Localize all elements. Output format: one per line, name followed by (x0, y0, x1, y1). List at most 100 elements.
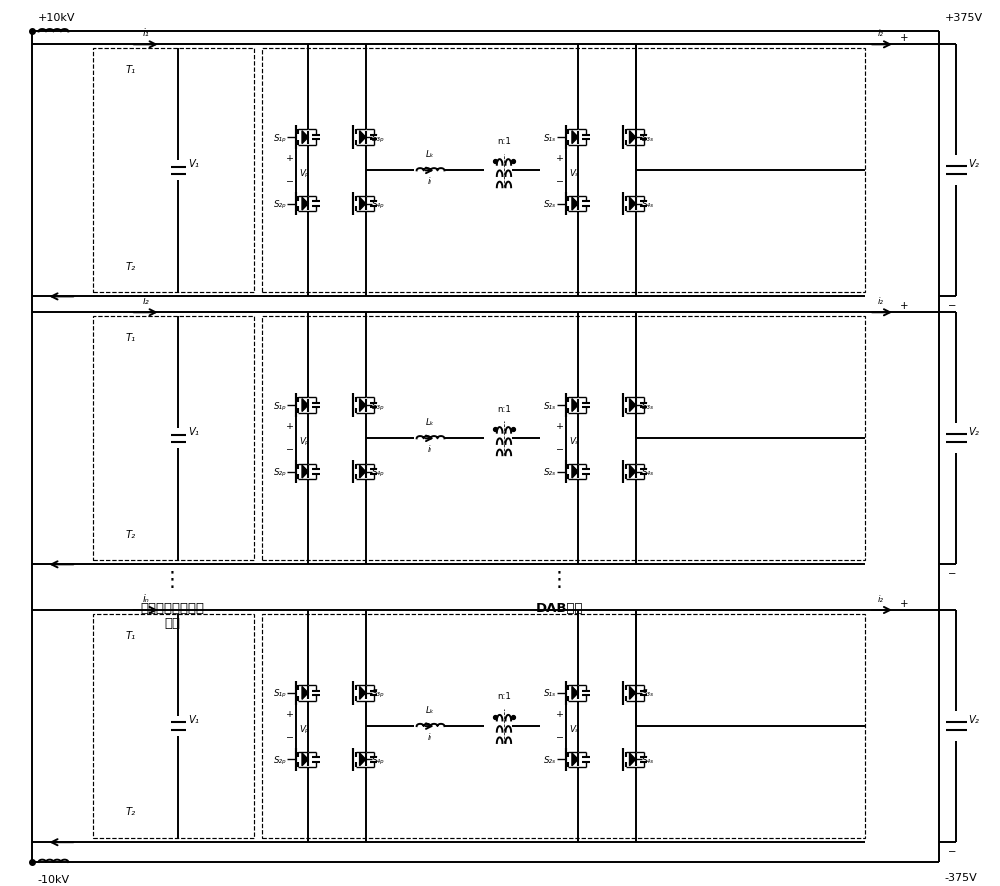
Text: +: + (900, 301, 909, 311)
Text: S₂ₚ: S₂ₚ (274, 755, 286, 764)
Text: n:1: n:1 (497, 404, 511, 413)
Polygon shape (360, 131, 366, 144)
Text: +: + (556, 710, 564, 719)
Polygon shape (360, 753, 366, 766)
Text: iₗ: iₗ (428, 732, 431, 742)
Text: Lₖ: Lₖ (426, 151, 435, 159)
Text: +: + (556, 422, 564, 431)
Text: Lₖ: Lₖ (426, 418, 435, 427)
Text: Vₛ: Vₛ (570, 724, 579, 734)
Text: iₙ: iₙ (142, 594, 149, 603)
Text: S₄ₚ: S₄ₚ (372, 755, 385, 764)
Polygon shape (302, 131, 308, 144)
Text: S₄ₛ: S₄ₛ (642, 200, 655, 209)
Text: n:1: n:1 (497, 692, 511, 701)
Polygon shape (302, 400, 308, 412)
Text: −: − (556, 731, 564, 740)
Text: V₁: V₁ (188, 159, 199, 169)
Text: n:1: n:1 (497, 136, 511, 145)
Text: +: + (286, 710, 294, 719)
Text: S₃ₚ: S₃ₚ (372, 134, 385, 143)
Polygon shape (302, 753, 308, 766)
Polygon shape (630, 131, 636, 144)
Text: S₄ₚ: S₄ₚ (372, 468, 385, 477)
Text: DAB模块: DAB模块 (536, 602, 583, 614)
Text: T₂: T₂ (126, 261, 136, 271)
Text: S₂ₛ: S₂ₛ (544, 200, 556, 209)
Text: −: − (948, 846, 957, 856)
Polygon shape (630, 753, 636, 766)
Bar (262, 614, 865, 838)
Text: S₃ₚ: S₃ₚ (372, 688, 385, 697)
Polygon shape (360, 198, 366, 211)
Text: S₁ₚ: S₁ₚ (274, 401, 286, 410)
Text: -375V: -375V (945, 872, 977, 882)
Text: −: − (286, 176, 294, 185)
Text: S₁ₛ: S₁ₛ (544, 134, 556, 143)
Polygon shape (360, 465, 366, 478)
Text: Lₖ: Lₖ (426, 705, 435, 714)
Text: −: − (286, 731, 294, 740)
Text: i₁: i₁ (142, 28, 149, 38)
Text: T₁: T₁ (126, 333, 136, 343)
Text: Vₛ: Vₛ (570, 169, 579, 178)
Polygon shape (360, 687, 366, 700)
Polygon shape (572, 400, 578, 412)
Text: −: − (556, 444, 564, 453)
Bar (262, 317, 865, 561)
Text: +375V: +375V (945, 12, 983, 22)
Text: iₗ: iₗ (428, 445, 431, 454)
Text: Vₛ: Vₛ (570, 437, 579, 446)
Text: Vₚ: Vₚ (300, 437, 310, 446)
Text: V₂: V₂ (968, 714, 979, 725)
Polygon shape (572, 465, 578, 478)
Text: −: − (556, 176, 564, 185)
Text: −: − (286, 444, 294, 453)
Text: i₂: i₂ (878, 29, 884, 38)
Text: 双开关电容串联式
模块: 双开关电容串联式 模块 (141, 602, 205, 629)
Text: i₂: i₂ (142, 296, 149, 306)
Text: +: + (286, 422, 294, 431)
Text: −: − (948, 301, 957, 311)
Text: +: + (286, 154, 294, 163)
Text: -10kV: -10kV (38, 874, 70, 884)
Polygon shape (630, 400, 636, 412)
Polygon shape (360, 400, 366, 412)
Text: S₄ₛ: S₄ₛ (642, 468, 655, 477)
Polygon shape (572, 198, 578, 211)
Text: +10kV: +10kV (38, 12, 75, 22)
Text: S₂ₛ: S₂ₛ (544, 468, 556, 477)
Text: i₂: i₂ (878, 595, 884, 603)
Text: S₁ₚ: S₁ₚ (274, 688, 286, 697)
Text: ⋮: ⋮ (162, 570, 183, 589)
Text: S₂ₚ: S₂ₚ (274, 468, 286, 477)
Bar (93, 50, 254, 293)
Text: −: − (948, 569, 957, 579)
Polygon shape (572, 687, 578, 700)
Text: +: + (900, 34, 909, 43)
Text: T₂: T₂ (126, 806, 136, 817)
Polygon shape (630, 687, 636, 700)
Text: S₂ₛ: S₂ₛ (544, 755, 556, 764)
Bar (262, 50, 865, 293)
Text: S₃ₚ: S₃ₚ (372, 401, 385, 410)
Text: S₃ₛ: S₃ₛ (642, 134, 655, 143)
Text: S₃ₛ: S₃ₛ (642, 688, 655, 697)
Text: T₁: T₁ (126, 65, 136, 75)
Text: S₁ₚ: S₁ₚ (274, 134, 286, 143)
Text: Vₚ: Vₚ (300, 724, 310, 734)
Text: V₁: V₁ (188, 427, 199, 437)
Bar (93, 614, 254, 838)
Text: iₗ: iₗ (428, 177, 431, 186)
Text: S₄ₚ: S₄ₚ (372, 200, 385, 209)
Text: S₁ₛ: S₁ₛ (544, 688, 556, 697)
Text: +: + (900, 598, 909, 609)
Polygon shape (630, 465, 636, 478)
Text: S₁ₛ: S₁ₛ (544, 401, 556, 410)
Text: V₂: V₂ (968, 159, 979, 169)
Polygon shape (302, 465, 308, 478)
Text: +: + (556, 154, 564, 163)
Polygon shape (572, 753, 578, 766)
Text: ⋮: ⋮ (549, 570, 570, 589)
Text: T₂: T₂ (126, 529, 136, 539)
